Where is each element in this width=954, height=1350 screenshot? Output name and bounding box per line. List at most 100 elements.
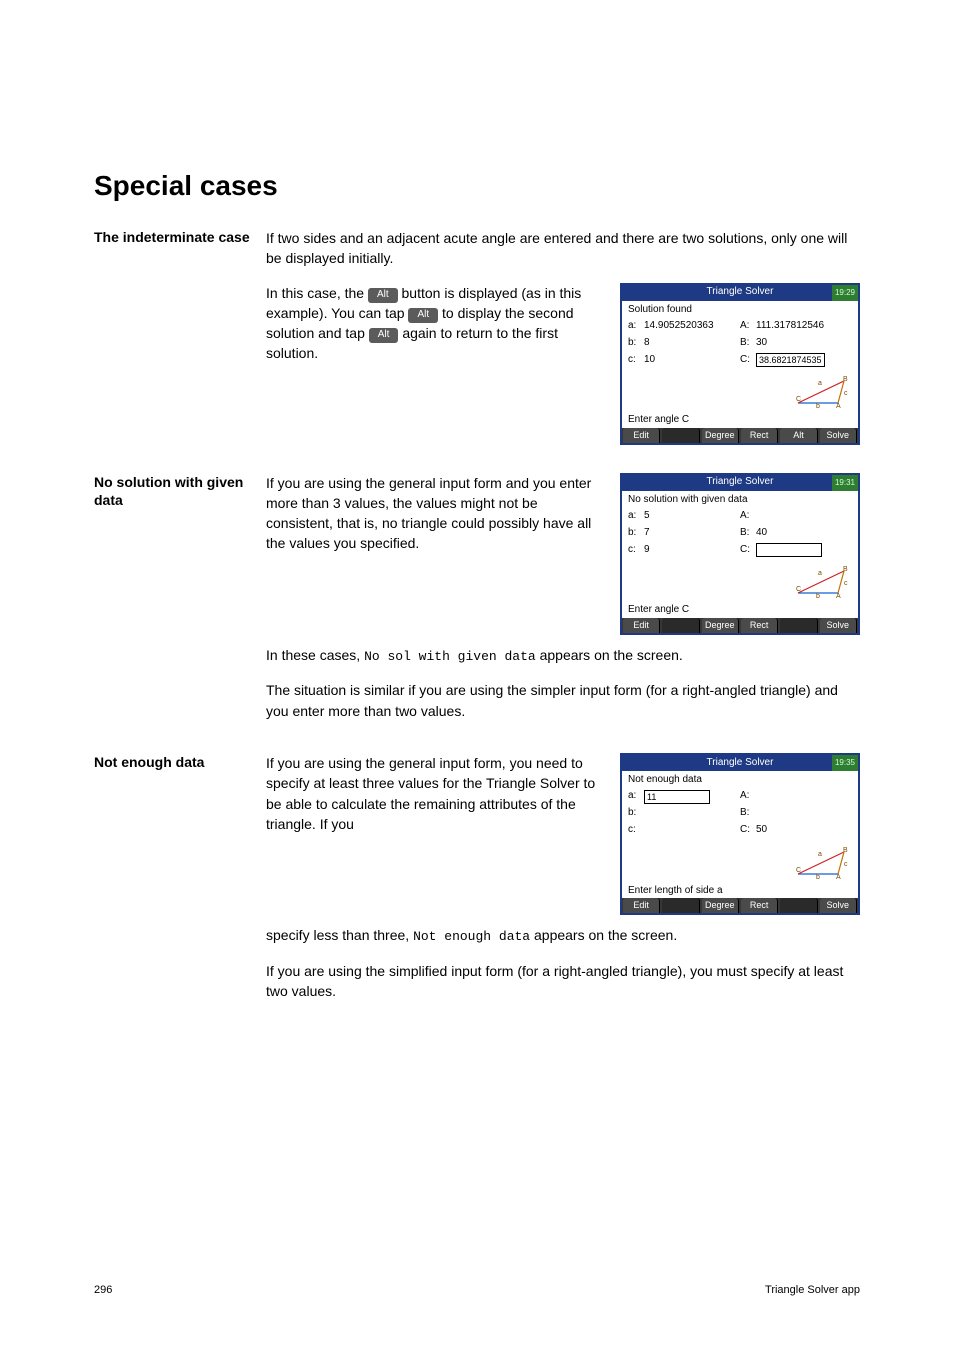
svg-text:B: B [843,566,848,573]
calc-value: 14.9052520363 [644,319,740,334]
triangle-diagram-icon: a b c C B A [794,565,852,599]
tail-paragraph: In these cases, No sol with given data a… [266,645,860,667]
calc-row: b: [628,807,740,821]
svg-text:A: A [836,874,841,880]
paragraph: If you are using the general input form … [266,473,608,564]
calc-status-line: Solution found [622,301,858,320]
calc-value: 8 [644,336,740,351]
calc-row: a:11 [628,790,740,804]
calc-row: A: [740,509,852,523]
softkey-solve: Solve [820,898,857,913]
calc-softkey-row: Edit.DegreeRect.Solve [622,618,858,633]
calc-row: c: [628,824,740,838]
calc-row: C:38.6821874535 [740,353,852,367]
section-not-enough: Not enough data If you are using the gen… [94,753,860,1015]
svg-text:c: c [844,580,848,587]
calc-key: B: [740,336,756,351]
calc-clock: 19:35 [832,755,858,771]
section-indeterminate: The indeterminate case If two sides and … [94,228,860,455]
softkey-solve: Solve [820,428,857,443]
calc-key: A: [740,789,756,804]
softkey-rect: Rect [741,898,778,913]
screen-message-code: No sol with given data [364,649,536,664]
calc-row: c:10 [628,353,740,367]
softkey-solve: Solve [820,618,857,633]
calc-titlebar: Triangle Solver 19:31 [622,475,858,491]
row-with-screenshot: If you are using the general input form,… [266,753,860,915]
calc-key: a: [628,789,644,804]
calc-value-boxed: 11 [644,790,710,804]
calc-right-col: A:B:C:50 [740,790,852,838]
section-body: If two sides and an adjacent acute angle… [266,228,860,455]
calc-key: c: [628,543,644,558]
calc-key: c: [628,823,644,838]
section-body: If you are using the general input form … [266,473,860,735]
svg-text:b: b [816,593,820,599]
row-with-screenshot: If you are using the general input form … [266,473,860,635]
calculator-screenshot-notenough: Triangle Solver 19:35 Not enough dataa:1… [620,753,860,915]
section-heading: Special cases [94,170,860,202]
text-paragraph: If you are using the general input form … [266,473,608,554]
calc-value: 5 [644,509,740,524]
section-label: No solution with given data [94,473,266,511]
calculator-screenshot-indeterminate: Triangle Solver 19:29 Solution founda:14… [620,283,860,445]
calc-row: b:8 [628,336,740,350]
svg-text:C: C [796,867,801,874]
calc-row: a:5 [628,509,740,523]
calc-status-line: No solution with given data [622,491,858,510]
softkey-edit: Edit [623,898,660,913]
svg-text:B: B [843,847,848,854]
calc-value-grid: a:11 b: c: A:B:C:50 [622,790,858,838]
calc-softkey-row: Edit.DegreeRectAltSolve [622,428,858,443]
calc-titlebar: Triangle Solver 19:29 [622,285,858,301]
paragraph-with-pills: In this case, the Alt button is displaye… [266,283,608,374]
calc-triangle-area: a b c C B A [622,557,858,601]
calc-value-boxed [756,543,822,557]
calc-row: c:9 [628,543,740,557]
svg-text:c: c [844,861,848,868]
text-paragraph: The situation is similar if you are usin… [266,680,860,721]
alt-button-pill: Alt [369,328,399,343]
section-body: If you are using the general input form,… [266,753,860,1015]
text-paragraph: If you are using the general input form,… [266,753,608,834]
calc-clock: 19:29 [832,285,858,301]
text-fragment: In this case, the [266,285,368,301]
calc-prompt: Enter angle C [622,601,858,618]
calc-value: 9 [644,543,740,558]
svg-text:c: c [844,390,848,397]
calc-row: A: [740,790,852,804]
section-label: Not enough data [94,753,266,772]
softkey-blank: . [662,428,699,443]
calc-value: 40 [756,526,852,541]
calc-key: a: [628,509,644,524]
calc-row: A:111.317812546 [740,319,852,333]
softkey-alt: Alt [780,428,817,443]
calc-value: 30 [756,336,852,351]
svg-text:b: b [816,874,820,880]
svg-text:a: a [818,380,822,387]
paragraph: If you are using the general input form,… [266,753,608,844]
calc-titlebar: Triangle Solver 19:35 [622,755,858,771]
calc-row: B:40 [740,526,852,540]
calc-left-col: a:11 b: c: [628,790,740,838]
text-fragment: specify less than three, [266,927,413,943]
calc-left-col: a:5b:7c:9 [628,509,740,557]
calc-clock: 19:31 [832,475,858,491]
softkey-rect: Rect [741,428,778,443]
svg-text:B: B [843,376,848,383]
calc-key: B: [740,526,756,541]
calc-key: c: [628,353,644,368]
calc-title-label: Triangle Solver [622,285,858,300]
calc-value: 10 [644,353,740,368]
softkey-edit: Edit [623,618,660,633]
svg-text:C: C [796,586,801,593]
triangle-diagram-icon: a b c C B A [794,375,852,409]
softkey-rect: Rect [741,618,778,633]
calc-value: 50 [756,823,852,838]
calc-value-grid: a:5b:7c:9A:B:40C: [622,509,858,557]
screen-message-code: Not enough data [413,929,530,944]
softkey-edit: Edit [623,428,660,443]
softkey-blank: . [662,898,699,913]
text-paragraph: If you are using the simplified input fo… [266,961,860,1002]
section-no-solution: No solution with given data If you are u… [94,473,860,735]
